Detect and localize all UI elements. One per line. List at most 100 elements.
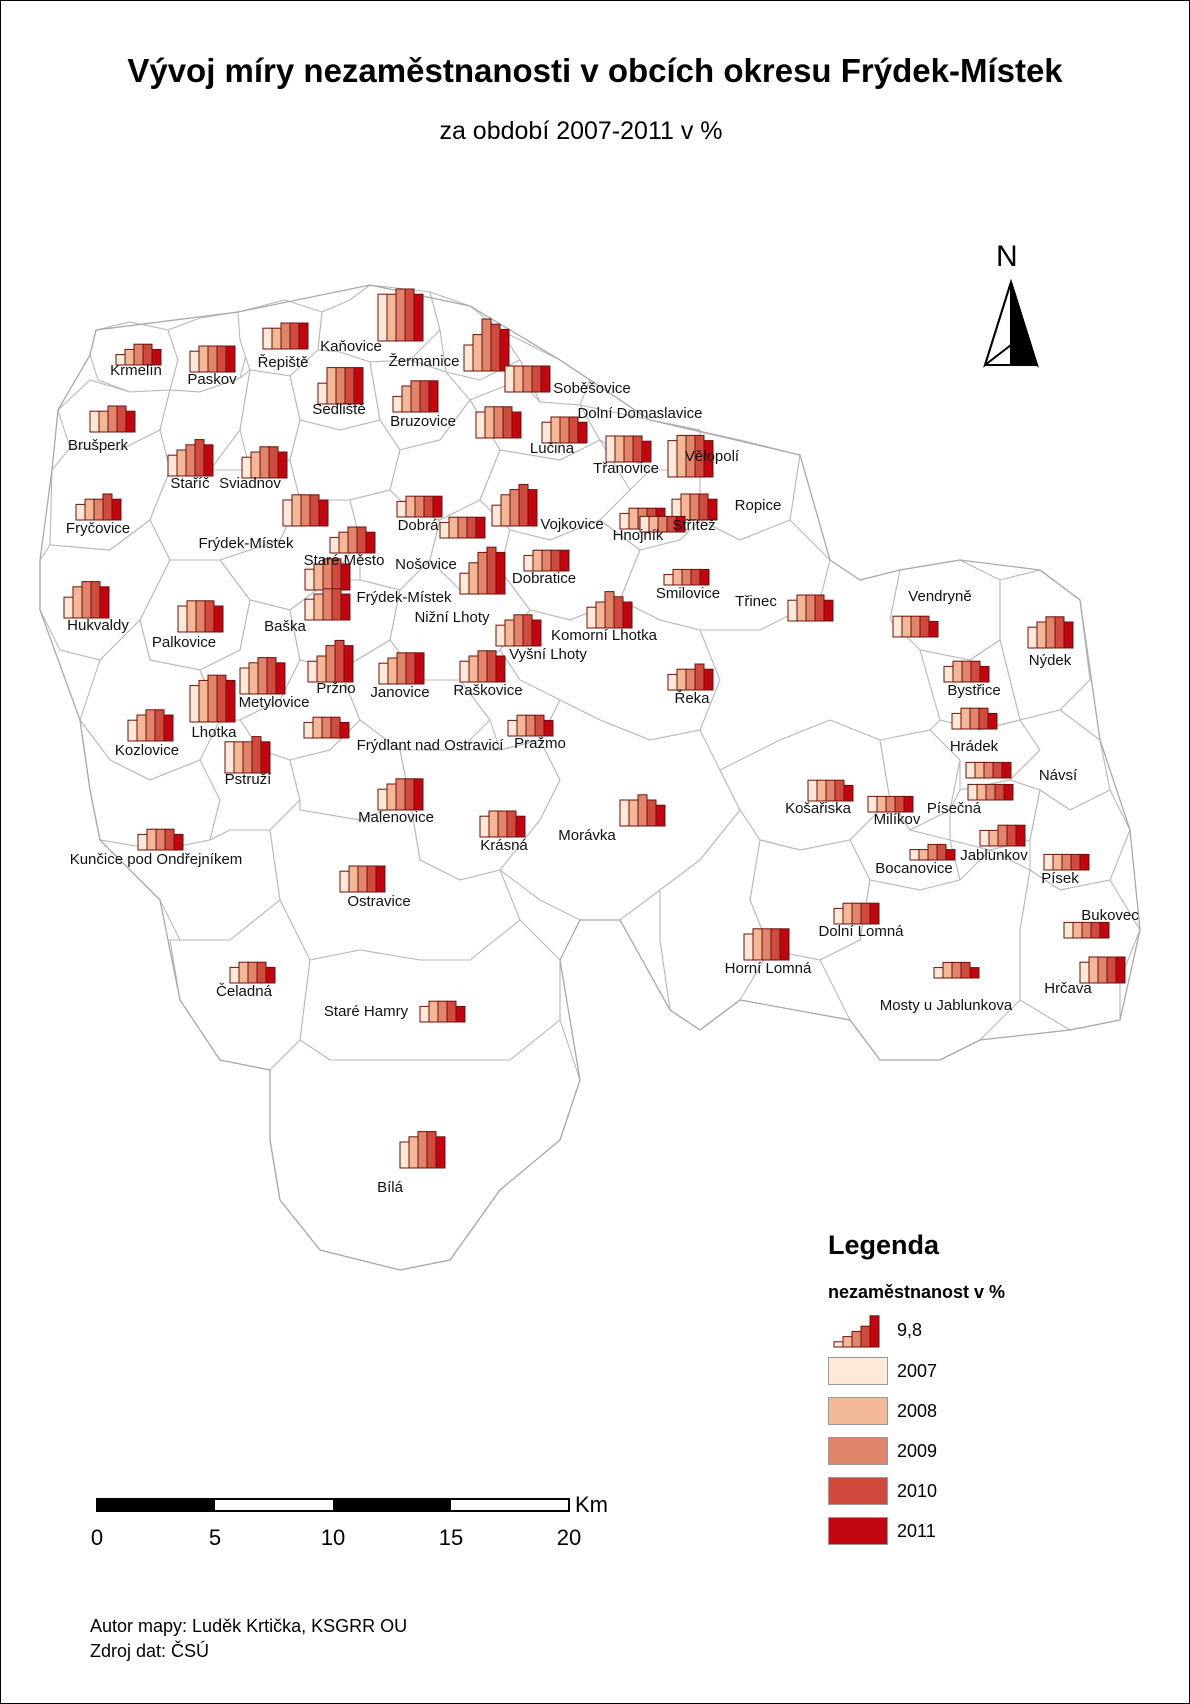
- label-jablunkov: Jablunkov: [960, 847, 1028, 864]
- north-label: N: [996, 240, 1018, 273]
- chart-stare-mesto-bar-2008: [338, 531, 349, 554]
- chart-baska-bar-2009: [322, 588, 333, 621]
- chart-nosovice-23: [439, 516, 486, 539]
- chart-repiste-bar-2009: [280, 322, 291, 350]
- chart-lucina-10: [475, 406, 522, 439]
- chart-sobesovice-bar-2007: [504, 365, 515, 393]
- chart-trinec-bar-2009: [805, 594, 816, 622]
- chart-metylovice-bar-2010: [266, 657, 277, 695]
- chart-lhotka-bar-2009: [207, 674, 218, 723]
- chart-pisecna-50: [967, 783, 1014, 801]
- label-hukvaldy: Hukvaldy: [67, 617, 129, 634]
- chart-hradek-bar-2008: [960, 707, 971, 730]
- label-trinec: Třinec: [735, 593, 777, 610]
- municipality-charts: [63, 288, 1126, 1169]
- label-kosariska: Košařiska: [785, 800, 852, 817]
- label-pisecna: Písečná: [927, 800, 982, 817]
- chart-vysni-lhoty-bar-2008: [504, 619, 515, 647]
- label-krmelin: Krmelín: [110, 362, 162, 379]
- chart-paskov-bar-2007: [189, 350, 200, 373]
- chart-kuncice-pod-ondrejnikem-bar-2009: [155, 828, 166, 851]
- chart-palkovice-bar-2007: [177, 605, 188, 633]
- chart-dobratice-bar-2011: [559, 549, 570, 572]
- chart-lucina-bar-2010: [502, 406, 513, 439]
- chart-paskov-bar-2010: [216, 345, 227, 373]
- chart-velopoli-12: [667, 434, 714, 478]
- chart-frydlant-nad-ostravici-bar-2011: [339, 721, 350, 739]
- chart-lucina-bar-2011: [511, 411, 522, 439]
- chart-krasna-bar-2011: [515, 815, 526, 838]
- chart-tranovice-11: [605, 435, 652, 463]
- chart-kuncice-pod-ondrejnikem-bar-2007: [137, 833, 148, 851]
- scale-tick-20: 20: [556, 1525, 582, 1550]
- chart-lhotka-bar-2007: [189, 685, 200, 723]
- chart-kanovice-bar-2010: [404, 288, 415, 342]
- chart-navsi-bar-2007: [965, 761, 976, 779]
- legend-label-2011: 2011: [897, 1521, 936, 1541]
- chart-bystrice-bar-2009: [961, 660, 972, 683]
- chart-staric-bar-2010: [194, 439, 205, 477]
- legend-title: Legenda: [828, 1230, 940, 1260]
- chart-mosty-u-jablunkova-bar-2011: [969, 967, 980, 979]
- chart-nydek-bar-2011: [1063, 621, 1074, 649]
- chart-moravka-52: [619, 794, 666, 827]
- chart-frycovice-bar-2008: [84, 498, 95, 521]
- chart-kozlovice-bar-2010: [154, 709, 165, 742]
- chart-nizni-lhoty-bar-2009: [477, 551, 488, 595]
- chart-bruzovice-bar-2007: [392, 395, 403, 413]
- chart-pisek-bar-2010: [1070, 853, 1081, 871]
- chart-hrcava-bar-2010: [1106, 956, 1117, 984]
- chart-bystrice-bar-2008: [952, 660, 963, 683]
- chart-mosty-u-jablunkova-bar-2010: [960, 961, 971, 979]
- chart-bocanovice-bar-2007: [909, 849, 920, 861]
- chart-bukovec-bar-2010: [1090, 921, 1101, 939]
- chart-frycovice-bar-2010: [102, 493, 113, 521]
- chart-stare-hamry-bar-2011: [455, 1005, 466, 1023]
- label-pstruzi: Pstruží: [225, 771, 273, 788]
- chart-krasna-bar-2009: [497, 810, 508, 838]
- chart-jablunkov-54: [979, 824, 1026, 847]
- chart-przno-bar-2011: [343, 645, 354, 683]
- chart-dobratice-24: [523, 549, 570, 572]
- chart-krmelin-0: [115, 343, 162, 366]
- chart-horni-lomna-bar-2009: [761, 928, 772, 961]
- label-tranovice: Třanovice: [593, 460, 659, 477]
- chart-krasna-bar-2007: [479, 815, 490, 838]
- chart-nizni-lhoty-bar-2008: [468, 562, 479, 595]
- label-palkovice: Palkovice: [152, 634, 216, 651]
- chart-pstruzi-bar-2009: [242, 741, 253, 774]
- chart-frydek-mistek-bar-2011: [318, 499, 329, 527]
- chart-ostravice-bar-2009: [357, 865, 368, 893]
- chart-krasna-bar-2008: [488, 810, 499, 838]
- chart-kozlovice-bar-2008: [136, 714, 147, 742]
- label-dolni-domaslavice: Dolní Domaslavice: [577, 405, 702, 422]
- chart-bystrice-36: [943, 660, 990, 683]
- chart-sobesovice-bar-2011: [540, 365, 551, 393]
- chart-jablunkov-bar-2011: [1015, 824, 1026, 847]
- chart-ostravice-bar-2007: [339, 870, 350, 893]
- chart-bila-bar-2010: [426, 1131, 437, 1169]
- chart-dolni-domaslavice-8: [541, 416, 588, 444]
- chart-hrcava-bar-2011: [1115, 956, 1126, 984]
- label-bila: Bílá: [377, 1179, 404, 1196]
- chart-paskov-bar-2008: [198, 345, 209, 373]
- chart-bila-bar-2008: [408, 1136, 419, 1169]
- chart-moravka-bar-2009: [637, 794, 648, 827]
- chart-frydek-mistek-bar-2007: [304, 568, 315, 591]
- chart-janovice-bar-2007: [378, 662, 389, 685]
- chart-milikov-53: [867, 795, 914, 813]
- chart-raskovice-40: [459, 650, 506, 683]
- legend-sample-bar-2011: [869, 1315, 880, 1348]
- label-velopoli: Vělopolí: [685, 448, 740, 465]
- chart-kozlovice-43: [127, 709, 174, 742]
- chart-janovice-bar-2009: [396, 652, 407, 685]
- chart-kanovice-bar-2011: [413, 293, 424, 342]
- chart-horni-lomna-62: [743, 928, 790, 961]
- chart-vendryne-bar-2010: [919, 615, 930, 638]
- chart-lucina-bar-2009: [493, 406, 504, 439]
- chart-kosariska-bar-2010: [834, 779, 845, 802]
- chart-bocanovice-57: [909, 843, 956, 861]
- legend-label-2008: 2008: [897, 1401, 938, 1421]
- chart-vojkovice-bar-2010: [518, 483, 529, 527]
